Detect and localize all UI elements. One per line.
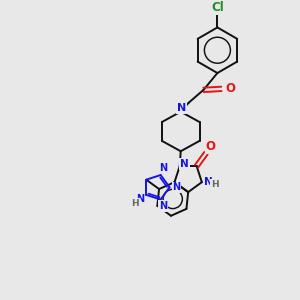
Text: H: H [211,180,218,189]
Text: N: N [159,201,167,211]
Text: Cl: Cl [211,1,224,14]
Text: N: N [180,159,189,169]
Text: N: N [159,164,167,173]
Text: N: N [172,182,181,192]
Text: N: N [204,177,213,187]
Text: N: N [177,103,186,113]
Text: H: H [131,199,139,208]
Text: N: N [136,194,145,204]
Text: O: O [225,82,235,95]
Text: O: O [206,140,216,153]
